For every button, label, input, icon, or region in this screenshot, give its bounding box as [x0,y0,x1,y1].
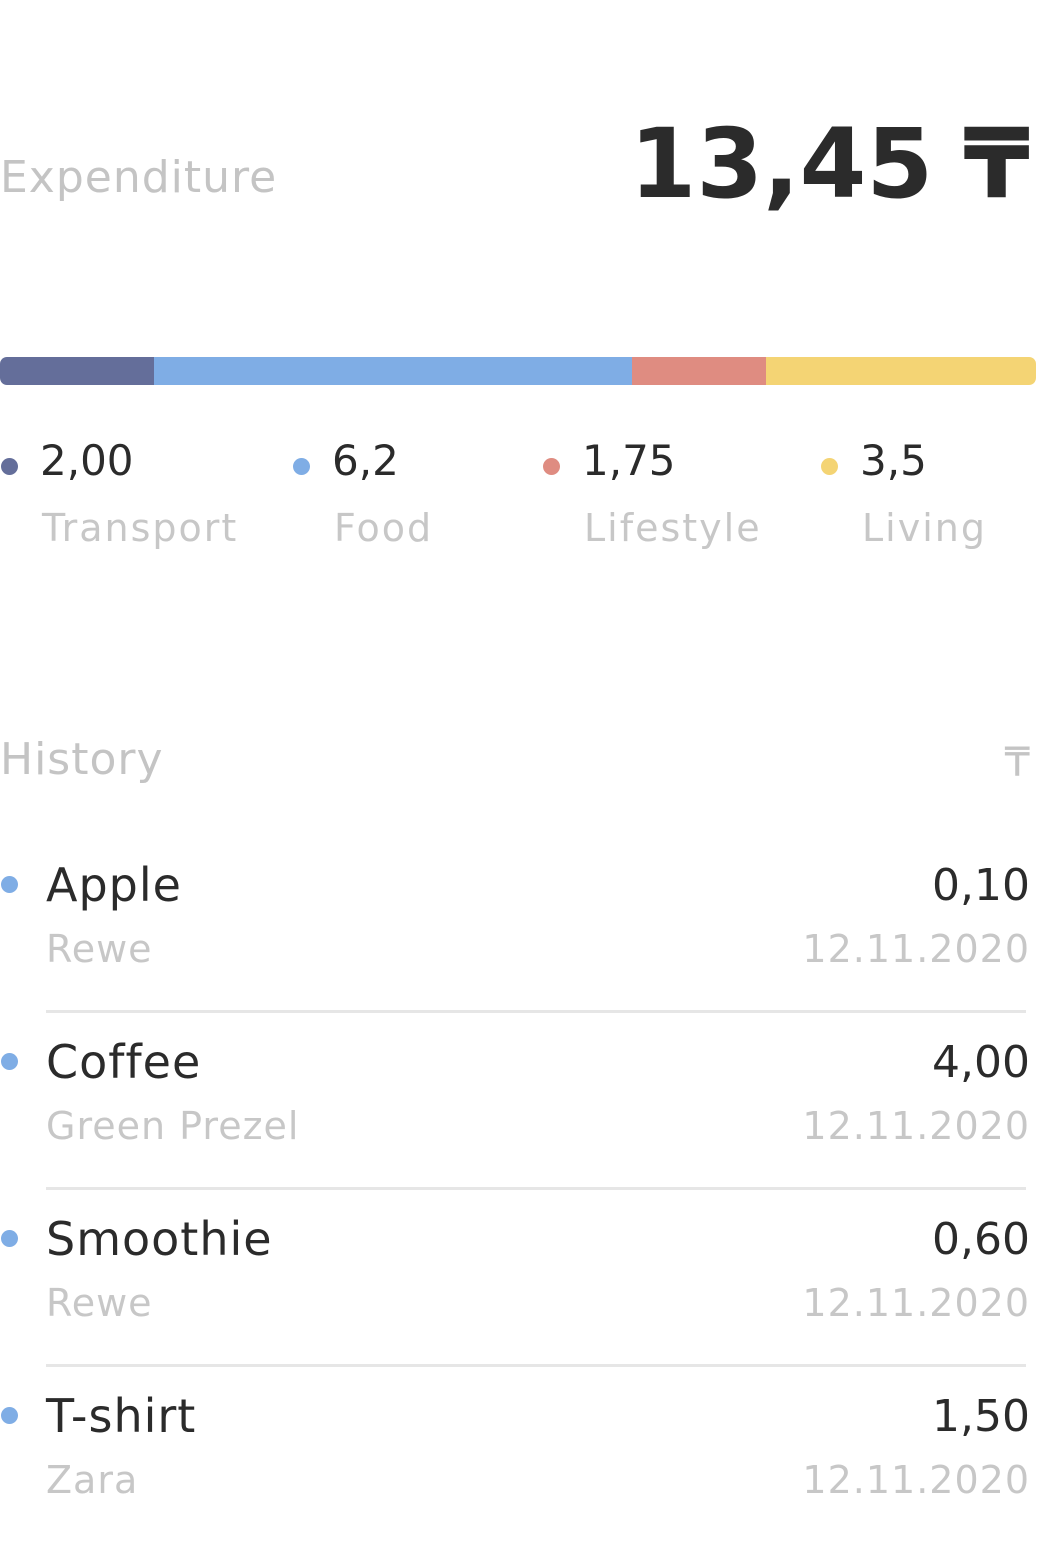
row-divider [46,1010,1026,1013]
bar-segment-lifestyle[interactable] [631,357,767,385]
item-amount: 0,60 [932,1214,1030,1265]
legend-value: 1,75 [582,436,676,485]
legend-label: Food [334,506,434,550]
bar-segment-living[interactable] [766,357,1036,385]
legend-value: 2,00 [40,436,134,485]
bar-segment-transport[interactable] [0,357,155,385]
history-item[interactable]: T-shirt Zara 1,50 12.11.2020 [0,1367,1038,1544]
category-legend: 2,00 Transport 6,2 Food 1,75 Lifestyle 3,5 Livi… [0,436,1038,566]
category-dot-icon [1,1053,18,1070]
category-dot-icon [1,876,18,893]
history-item[interactable]: Smoothie Rewe 0,60 12.11.2020 [0,1190,1038,1367]
history-list: Apple Rewe 0,10 12.11.2020 Coffee Green Preze… [0,836,1038,1544]
legend-label: Transport [42,506,239,550]
category-dot-icon [1,1230,18,1247]
history-item[interactable]: Coffee Green Prezel 4,00 12.11.2020 [0,1013,1038,1190]
item-name: Smoothie [46,1212,273,1266]
item-date: 12.11.2020 [802,1458,1030,1502]
legend-value: 6,2 [332,436,399,485]
lifestyle-dot-icon [543,458,560,475]
total-amount: 13,45 ₸ [630,108,1030,220]
item-name: Coffee [46,1035,202,1089]
item-date: 12.11.2020 [802,927,1030,971]
item-shop: Rewe [46,1281,153,1325]
bar-segment-food[interactable] [154,357,632,385]
category-distribution-bar [0,357,1036,385]
item-date: 12.11.2020 [802,1281,1030,1325]
legend-label: Lifestyle [584,506,762,550]
history-currency-icon[interactable]: ₸ [1004,740,1030,786]
history-item[interactable]: Apple Rewe 0,10 12.11.2020 [0,836,1038,1013]
expenditure-label: Expenditure [0,152,278,203]
item-name: Apple [46,858,182,912]
item-amount: 4,00 [932,1037,1030,1088]
category-dot-icon [1,1407,18,1424]
item-amount: 1,50 [932,1391,1030,1442]
transport-dot-icon [1,458,18,475]
item-date: 12.11.2020 [802,1104,1030,1148]
total-value: 13,45 [629,108,934,220]
food-dot-icon [293,458,310,475]
item-name: T-shirt [46,1389,197,1443]
item-shop: Rewe [46,927,153,971]
legend-value: 3,5 [860,436,927,485]
row-divider [46,1187,1026,1190]
living-dot-icon [821,458,838,475]
row-divider [46,1364,1026,1367]
item-shop: Green Prezel [46,1104,300,1148]
item-shop: Zara [46,1458,139,1502]
history-title: History [0,734,164,785]
legend-label: Living [862,506,987,550]
currency-icon: ₸ [963,108,1030,220]
item-amount: 0,10 [932,860,1030,911]
expenditure-header: Expenditure 13,45 ₸ [0,0,1038,240]
